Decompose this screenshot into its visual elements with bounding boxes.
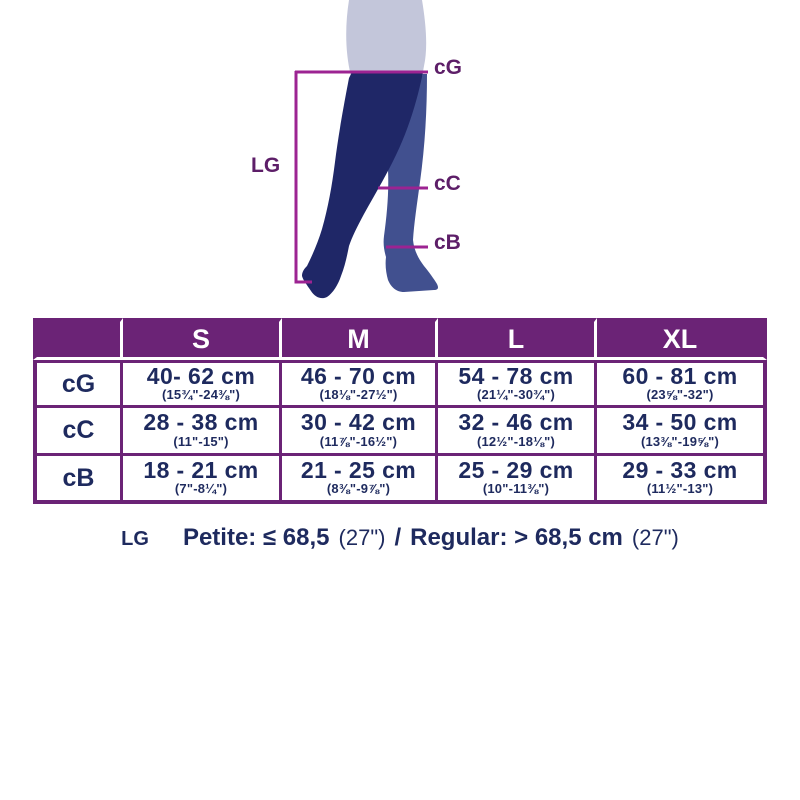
cell-cg-m: 46 - 70 cm (18⅛"-27½") <box>282 360 438 408</box>
inches-value: (18⅛"-27½") <box>319 387 398 403</box>
inches-value: (11½"-13") <box>646 481 714 497</box>
regular-inches: (27") <box>631 525 679 550</box>
row-label-cc: cC <box>33 408 123 456</box>
inches-value: (23⅝"-32") <box>646 387 714 403</box>
cm-value: 34 - 50 cm <box>622 409 738 436</box>
column-header-s: S <box>123 318 282 360</box>
cg-label: cG <box>434 56 462 79</box>
length-note-label: LG <box>121 528 149 550</box>
inches-value: (11⅞"-16½") <box>319 433 398 449</box>
cell-cg-s: 40- 62 cm (15¾"-24⅜") <box>123 360 282 408</box>
cm-value: 28 - 38 cm <box>143 409 259 436</box>
body-shape <box>346 0 427 76</box>
cell-cb-s: 18 - 21 cm (7"-8¼") <box>123 456 282 504</box>
cm-value: 21 - 25 cm <box>300 456 417 483</box>
inches-value: (15¾"-24⅜") <box>161 387 241 403</box>
inches-value: (7"-8¼") <box>174 481 228 497</box>
inches-value: (8⅜"-9⅞") <box>326 481 391 497</box>
inches-value: (12½"-18⅛") <box>476 433 556 449</box>
table-row-cg: cG 40- 62 cm (15¾"-24⅜") 46 - 70 cm (18⅛… <box>33 360 767 408</box>
row-label-cg: cG <box>33 360 123 408</box>
cell-cb-m: 21 - 25 cm (8⅜"-9⅞") <box>282 456 438 504</box>
petite-inches: (27") <box>338 525 386 550</box>
note-separator: / <box>394 524 402 551</box>
column-header-l: L <box>438 318 597 360</box>
lg-bracket <box>294 71 312 284</box>
cell-cb-l: 25 - 29 cm (10"-11⅜") <box>438 456 597 504</box>
regular-range: Regular: > 68,5 cm <box>410 524 623 551</box>
cm-value: 18 - 21 cm <box>143 456 259 483</box>
front-leg-shape <box>302 72 423 299</box>
cm-value: 29 - 33 cm <box>622 456 738 483</box>
cb-label: cB <box>434 231 461 254</box>
inches-value: (11"-15") <box>173 433 229 449</box>
inches-value: (13⅜"-19⅝") <box>640 433 720 449</box>
cm-value: 32 - 46 cm <box>458 409 574 436</box>
table-corner-cell <box>33 318 123 360</box>
cell-cg-xl: 60 - 81 cm (23⅝"-32") <box>597 360 767 408</box>
row-label-cb: cB <box>33 456 123 504</box>
cell-cc-m: 30 - 42 cm (11⅞"-16½") <box>282 408 438 456</box>
legs-illustration: cG cC cB LG <box>251 0 462 299</box>
column-header-m: M <box>282 318 438 360</box>
table-row-cb: cB 18 - 21 cm (7"-8¼") 21 - 25 cm (8⅜"-9… <box>33 456 767 504</box>
column-header-xl: XL <box>597 318 767 360</box>
cell-cg-l: 54 - 78 cm (21¼"-30¾") <box>438 360 597 408</box>
cell-cc-s: 28 - 38 cm (11"-15") <box>123 408 282 456</box>
cm-value: 46 - 70 cm <box>300 362 417 389</box>
cm-value: 60 - 81 cm <box>622 362 738 389</box>
cell-cb-xl: 29 - 33 cm (11½"-13") <box>597 456 767 504</box>
cm-value: 25 - 29 cm <box>458 456 574 483</box>
cm-value: 54 - 78 cm <box>458 362 574 389</box>
size-table: S M L XL cG 40- 62 cm (15¾"-24⅜") 46 - 7… <box>33 318 767 504</box>
cell-cc-xl: 34 - 50 cm (13⅜"-19⅝") <box>597 408 767 456</box>
inches-value: (21¼"-30¾") <box>476 387 556 403</box>
cell-cc-l: 32 - 46 cm (12½"-18⅛") <box>438 408 597 456</box>
cm-value: 40- 62 cm <box>146 362 256 389</box>
cm-value: 30 - 42 cm <box>300 409 417 436</box>
inches-value: (10"-11⅜") <box>482 481 550 497</box>
header-row: S M L XL <box>33 318 767 360</box>
petite-range: Petite: ≤ 68,5 <box>182 524 330 551</box>
lg-label: LG <box>251 154 280 177</box>
length-note: LG Petite: ≤ 68,5 (27") / Regular: > 68,… <box>0 524 800 552</box>
table-row-cc: cC 28 - 38 cm (11"-15") 30 - 42 cm (11⅞"… <box>33 408 767 456</box>
cc-label: cC <box>434 172 461 195</box>
